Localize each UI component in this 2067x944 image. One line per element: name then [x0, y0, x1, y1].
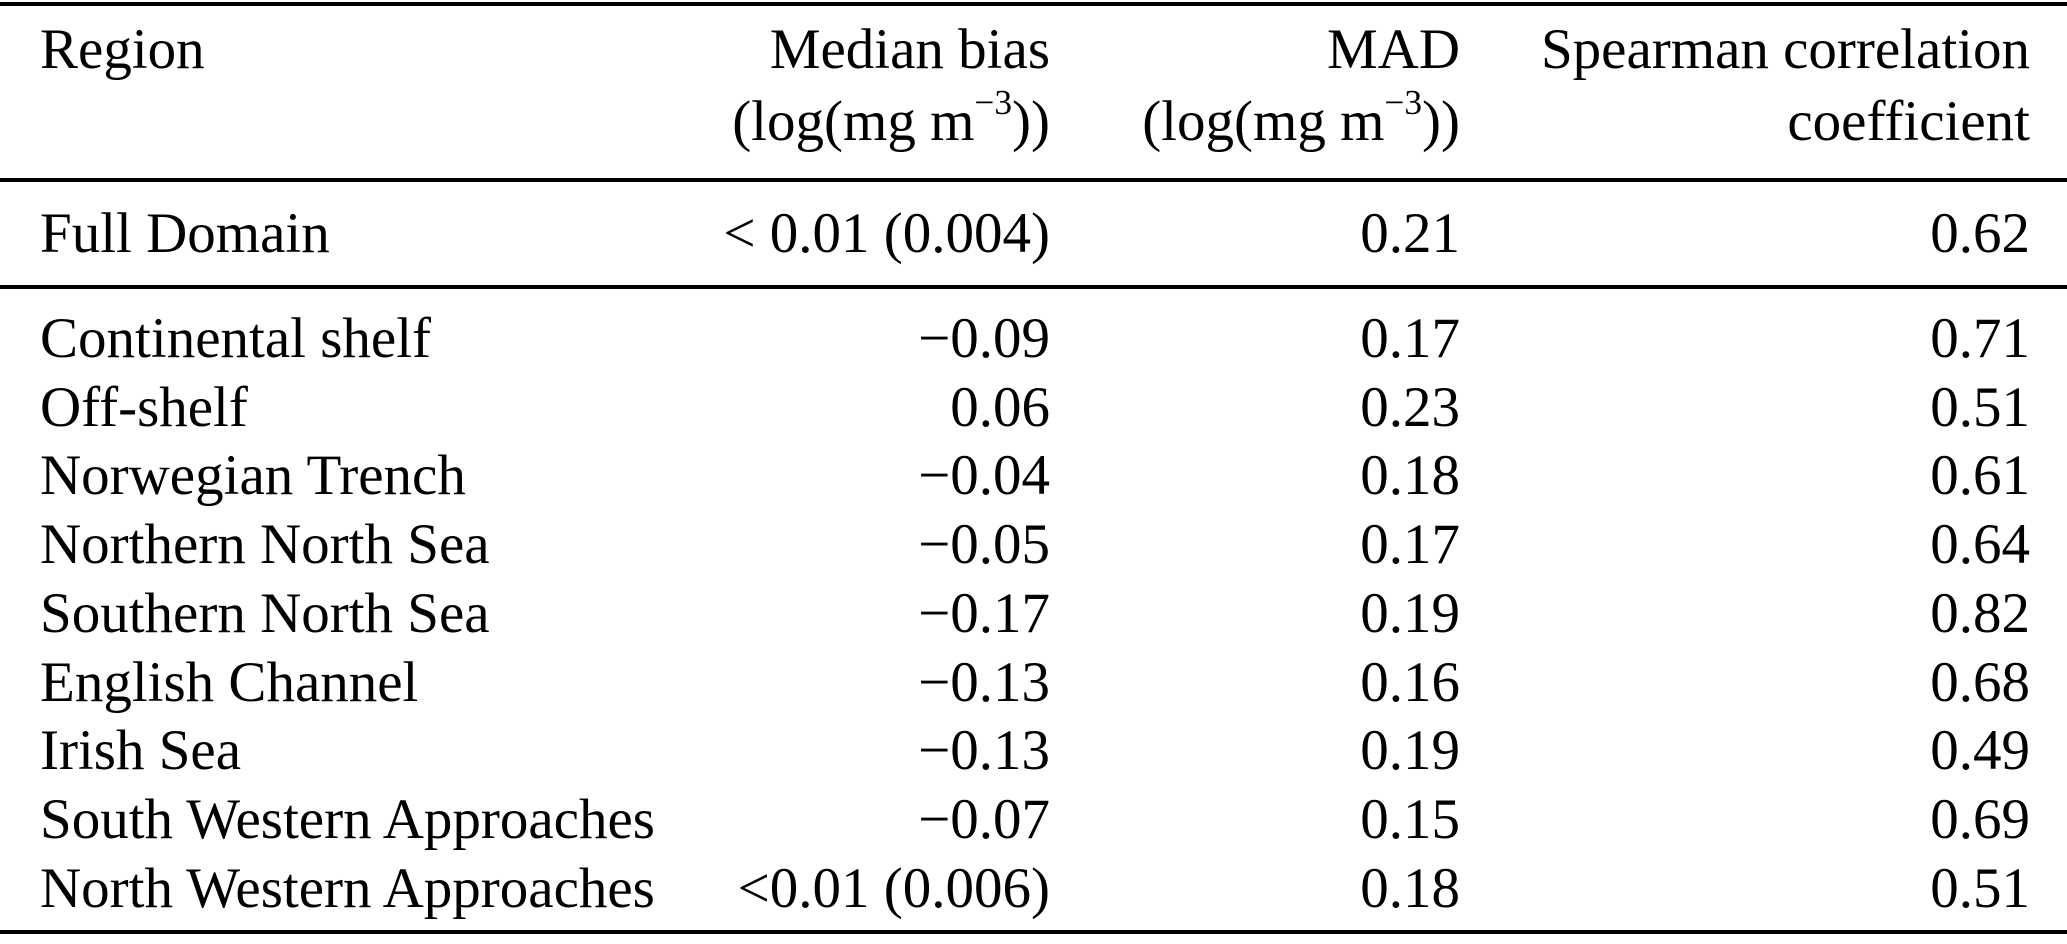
header-region-title: Region	[40, 18, 205, 81]
table-row: English Channel −0.13 0.16 0.68	[0, 649, 2067, 718]
spearman-cell: 0.61	[1930, 444, 2030, 508]
region-cell: Norwegian Trench	[40, 444, 466, 508]
table-row: Southern North Sea −0.17 0.19 0.82	[0, 580, 2067, 649]
full-domain-section: Full Domain < 0.01 (0.004) 0.21 0.62	[0, 180, 2067, 287]
table-row: Northern North Sea −0.05 0.17 0.64	[0, 511, 2067, 580]
region-cell: Off-shelf	[40, 375, 248, 439]
table-row: Off-shelf 0.06 0.23 0.51	[0, 374, 2067, 443]
median-bias-cell: −0.07	[918, 787, 1050, 851]
table-row: Norwegian Trench −0.04 0.18 0.61	[0, 442, 2067, 511]
unit-exponent: −3	[1384, 82, 1423, 122]
header-median-bias-unit: (log(mg m−3))	[660, 82, 1050, 158]
unit-exponent: −3	[974, 82, 1013, 122]
region-cell: Continental shelf	[40, 307, 432, 370]
median-bias-cell: −0.13	[918, 650, 1050, 714]
region-cell: Irish Sea	[40, 719, 242, 783]
table-row: Continental shelf −0.09 0.17 0.71	[0, 287, 2067, 374]
region-cell: Full Domain	[40, 202, 330, 265]
spearman-cell: 0.62	[1930, 202, 2030, 265]
median-bias-cell: 0.06	[950, 375, 1050, 439]
spearman-cell: 0.82	[1930, 581, 2030, 645]
header-spearman-subtitle: coefficient	[1787, 90, 2030, 153]
unit-text-close: ))	[1012, 90, 1050, 153]
region-cell: Southern North Sea	[40, 581, 490, 645]
unit-text: (log(mg m	[1142, 90, 1385, 153]
median-bias-cell: −0.05	[918, 513, 1050, 577]
mad-cell: 0.17	[1360, 307, 1460, 370]
header-median-bias-title: Median bias	[769, 18, 1050, 81]
header-mad-unit: (log(mg m−3))	[1050, 82, 1460, 158]
spearman-cell: 0.64	[1930, 513, 2030, 577]
spearman-cell: 0.51	[1930, 856, 2030, 920]
region-cell: South Western Approaches	[40, 787, 655, 851]
median-bias-cell: −0.13	[918, 719, 1050, 783]
mad-cell: 0.15	[1360, 787, 1460, 851]
mad-cell: 0.18	[1360, 444, 1460, 508]
region-cell: Northern North Sea	[40, 513, 490, 577]
spearman-cell: 0.69	[1930, 787, 2030, 851]
table-header-row: Region Median bias (log(mg m−3)) MAD (lo…	[0, 4, 2067, 180]
mad-cell: 0.18	[1360, 856, 1460, 920]
spearman-cell: 0.68	[1930, 650, 2030, 714]
table-row: North Western Approaches <0.01 (0.006) 0…	[0, 855, 2067, 933]
header-region-unit	[40, 86, 660, 158]
mad-cell: 0.19	[1360, 719, 1460, 783]
table-row: South Western Approaches −0.07 0.15 0.69	[0, 786, 2067, 855]
header-mad-title: MAD	[1326, 18, 1460, 81]
region-cell: North Western Approaches	[40, 856, 655, 920]
unit-text-close: ))	[1422, 90, 1460, 153]
unit-text: (log(mg m	[732, 90, 975, 153]
header-spearman-title: Spearman correlation	[1540, 18, 2030, 81]
median-bias-cell: −0.09	[918, 307, 1050, 370]
header-median-bias: Median bias (log(mg m−3))	[660, 4, 1050, 180]
region-cell: English Channel	[40, 650, 419, 714]
spearman-cell: 0.49	[1930, 719, 2030, 783]
spearman-cell: 0.51	[1930, 375, 2030, 439]
mad-cell: 0.16	[1360, 650, 1460, 714]
table-row-full-domain: Full Domain < 0.01 (0.004) 0.21 0.62	[0, 180, 2067, 287]
header-mad: MAD (log(mg m−3))	[1050, 4, 1460, 180]
regional-section: Continental shelf −0.09 0.17 0.71 Off-sh…	[0, 287, 2067, 932]
mad-cell: 0.21	[1360, 202, 1460, 265]
median-bias-cell: < 0.01 (0.004)	[723, 202, 1050, 265]
median-bias-cell: −0.04	[918, 444, 1050, 508]
median-bias-cell: <0.01 (0.006)	[737, 856, 1050, 920]
median-bias-cell: −0.17	[918, 581, 1050, 645]
mad-cell: 0.19	[1360, 581, 1460, 645]
header-spearman: Spearman correlation coefficient	[1460, 4, 2067, 180]
spearman-cell: 0.71	[1930, 307, 2030, 370]
mad-cell: 0.17	[1360, 513, 1460, 577]
header-region: Region	[0, 4, 660, 180]
table-row: Irish Sea −0.13 0.19 0.49	[0, 717, 2067, 786]
mad-cell: 0.23	[1360, 375, 1460, 439]
